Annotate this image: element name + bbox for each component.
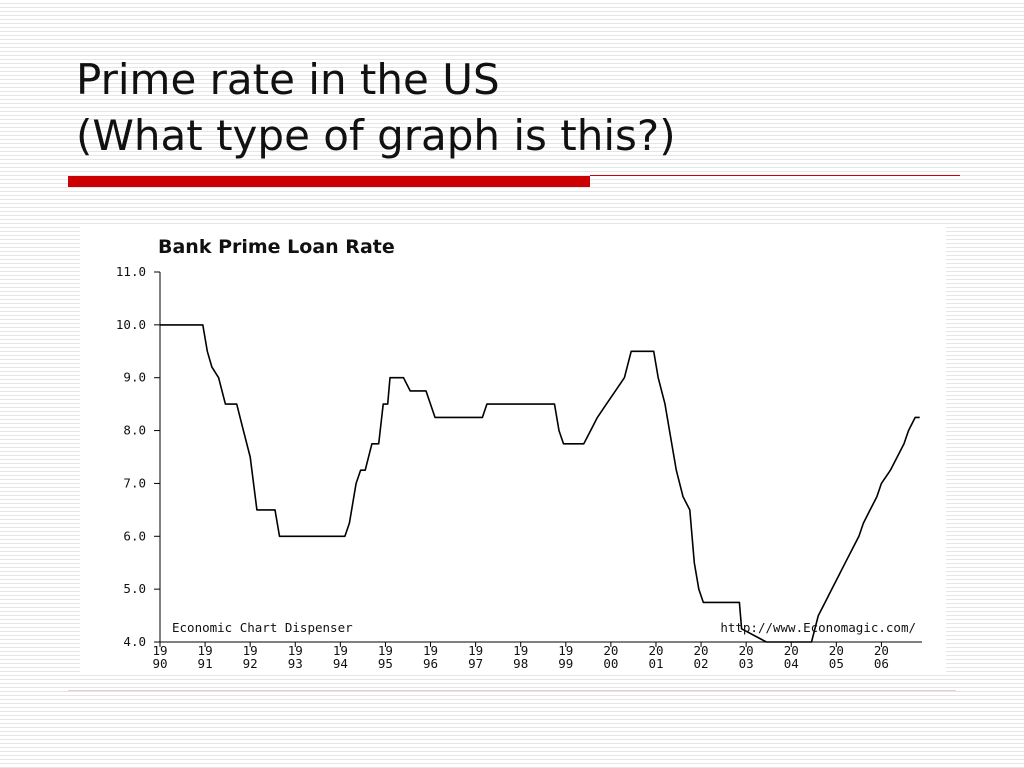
prime-rate-chart: Bank Prime Loan Rate 4.0 5.0 6.0 7.0 8.0 9.0 1… [116,236,922,671]
x-tick-label-top: 19 [468,643,483,658]
x-tick-label-bottom: 00 [603,656,618,671]
x-tick-label-bottom: 93 [288,656,303,671]
x-tick-label-top: 20 [784,643,799,658]
title-underline-rule [590,175,960,176]
x-tick-label-bottom: 97 [468,656,483,671]
x-axis-ticks: 1990199119921993199419951996199719981999… [152,642,889,671]
x-tick-label-top: 19 [333,643,348,658]
y-axis-ticks: 4.0 5.0 6.0 7.0 8.0 9.0 10.0 11.0 [116,264,160,649]
x-tick-label-top: 20 [829,643,844,658]
x-tick-label-bottom: 06 [874,656,889,671]
x-tick-label-top: 19 [558,643,573,658]
title-underline-bar [68,176,590,187]
x-tick-label-bottom: 03 [739,656,754,671]
y-tick-label: 5.0 [123,581,146,596]
x-tick-label-bottom: 91 [198,656,213,671]
x-tick-label-top: 19 [243,643,258,658]
x-tick-label-bottom: 99 [558,656,573,671]
x-tick-label-top: 20 [874,643,889,658]
y-tick-label: 10.0 [116,317,146,332]
y-tick-label: 8.0 [123,423,146,438]
x-tick-label-bottom: 02 [694,656,709,671]
x-tick-label-bottom: 96 [423,656,438,671]
x-tick-label-bottom: 94 [333,656,348,671]
chart-title: Bank Prime Loan Rate [158,236,395,258]
source-annotation-right: http://www.Economagic.com/ [720,620,916,635]
slide-title-line-1: Prime rate in the US [76,55,500,104]
y-tick-label: 11.0 [116,264,146,279]
x-tick-label-top: 20 [603,643,618,658]
chart-panel: Bank Prime Loan Rate 4.0 5.0 6.0 7.0 8.0 9.0 1… [80,224,946,674]
y-tick-label: 4.0 [123,634,146,649]
x-tick-label-top: 20 [648,643,663,658]
x-tick-label-bottom: 05 [829,656,844,671]
slide-title: Prime rate in the US (What type of graph… [76,52,676,164]
x-tick-label-bottom: 92 [243,656,258,671]
x-tick-label-bottom: 90 [152,656,167,671]
source-annotation-left: Economic Chart Dispenser [172,620,353,635]
x-tick-label-top: 20 [739,643,754,658]
x-tick-label-top: 19 [423,643,438,658]
slide-title-line-2: (What type of graph is this?) [76,111,676,160]
x-tick-label-bottom: 04 [784,656,799,671]
x-tick-label-bottom: 95 [378,656,393,671]
footer-rule [68,690,956,691]
x-tick-label-top: 19 [152,643,167,658]
x-tick-label-top: 19 [198,643,213,658]
x-tick-label-top: 19 [378,643,393,658]
x-tick-label-bottom: 98 [513,656,528,671]
x-tick-label-top: 20 [694,643,709,658]
y-tick-label: 7.0 [123,475,146,490]
prime-rate-series-line [160,324,920,643]
x-tick-label-bottom: 01 [648,656,663,671]
y-tick-label: 6.0 [123,528,146,543]
x-tick-label-top: 19 [513,643,528,658]
x-tick-label-top: 19 [288,643,303,658]
y-tick-label: 9.0 [123,370,146,385]
